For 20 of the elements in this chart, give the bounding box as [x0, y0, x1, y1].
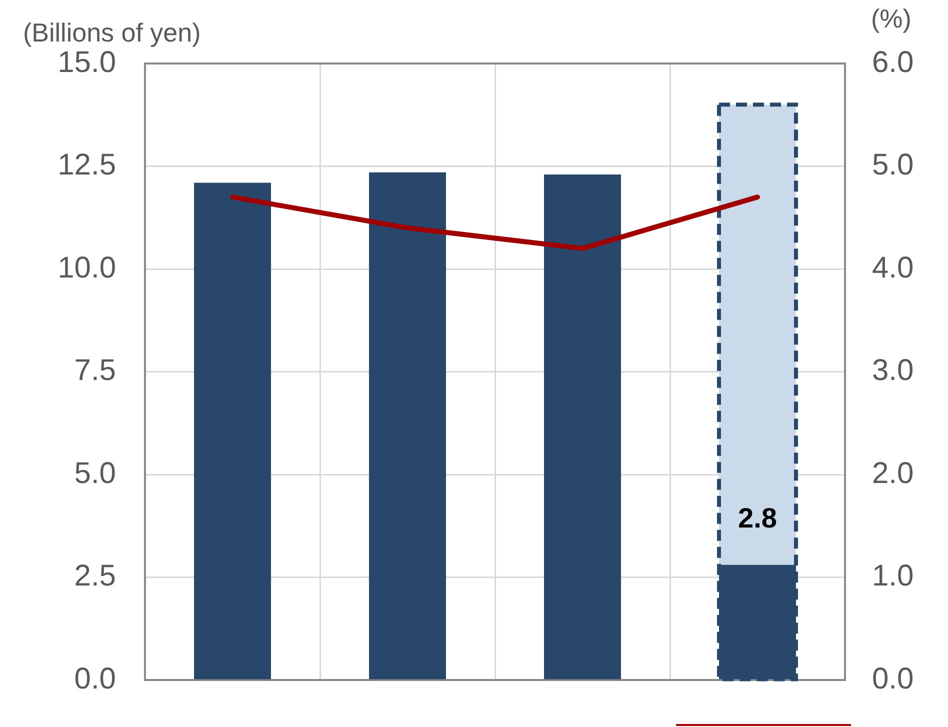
- y-axis-title: (Billions of yen): [23, 18, 201, 48]
- y-tick-label: 0.0: [74, 662, 116, 696]
- y-tick-label: 10.0: [58, 251, 116, 284]
- y-tick-label: 7.5: [74, 354, 116, 388]
- y-tick-label: 15.0: [58, 46, 116, 79]
- y2-tick-label: 0.0: [872, 662, 914, 696]
- y-tick-label: 2.5: [74, 560, 116, 593]
- y2-tick-label: 6.0: [872, 46, 914, 79]
- bar: [544, 174, 621, 680]
- y2-tick-label: 1.0: [872, 560, 914, 593]
- bar: [369, 172, 446, 680]
- y2-tick-label: 5.0: [872, 148, 914, 182]
- bar: [194, 182, 271, 680]
- y-tick-label: 5.0: [74, 456, 116, 490]
- y-tick-label: 12.5: [58, 148, 116, 182]
- y2-axis-title: (%): [871, 4, 912, 34]
- data-label: 2.8: [738, 502, 777, 534]
- y2-tick-label: 4.0: [872, 251, 914, 284]
- y2-tick-label: 2.0: [872, 456, 914, 490]
- y2-tick-label: 3.0: [872, 354, 914, 388]
